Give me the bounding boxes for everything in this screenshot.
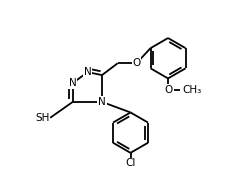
- Text: Cl: Cl: [125, 158, 136, 168]
- Text: O: O: [132, 58, 141, 68]
- Text: O: O: [165, 85, 173, 95]
- Text: SH: SH: [35, 113, 49, 123]
- Text: N: N: [69, 78, 77, 88]
- Text: CH₃: CH₃: [182, 85, 201, 95]
- Text: N: N: [84, 67, 91, 77]
- Text: N: N: [98, 97, 106, 107]
